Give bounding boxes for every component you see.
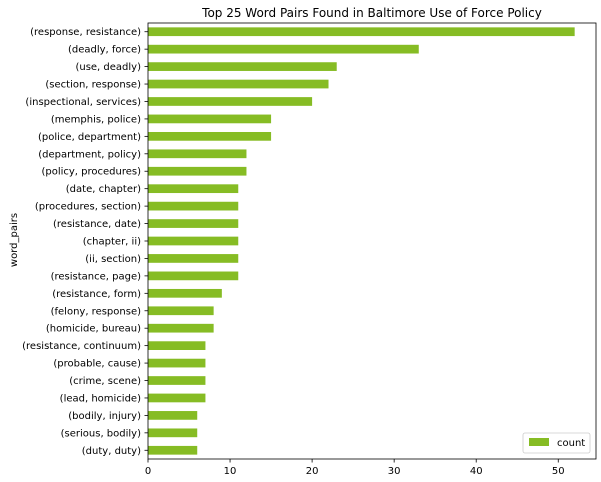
bar-8 — [148, 166, 247, 176]
y-tick-label-13: (ii, section) — [85, 254, 141, 265]
bar-0 — [148, 27, 575, 37]
bar-5 — [148, 114, 272, 124]
y-tick-label-19: (probable, cause) — [53, 359, 141, 370]
bar-14 — [148, 271, 239, 281]
legend-label-count: count — [557, 438, 585, 449]
y-tick-label-3: (section, response) — [45, 80, 141, 91]
legend-swatch-count — [529, 438, 549, 446]
y-tick-label-11: (resistance, date) — [53, 219, 141, 230]
y-tick-label-16: (felony, response) — [51, 306, 142, 317]
y-tick-label-4: (inspectional, services) — [25, 97, 141, 108]
bar-10 — [148, 201, 239, 211]
bar-24 — [148, 445, 198, 455]
bar-2 — [148, 62, 337, 71]
y-tick-label-0: (response, resistance) — [30, 27, 141, 38]
y-tick-label-6: (police, department) — [38, 132, 141, 143]
y-tick-label-7: (department, policy) — [38, 149, 141, 160]
bar-1 — [148, 44, 419, 54]
bar-16 — [148, 306, 214, 316]
legend: count — [522, 432, 591, 454]
bar-9 — [148, 184, 239, 194]
y-tick-label-15: (resistance, form) — [52, 289, 141, 300]
y-tick-label-10: (procedures, section) — [35, 202, 141, 213]
y-tick-label-23: (serious, bodily) — [61, 428, 141, 439]
bar-15 — [148, 288, 222, 298]
bar-17 — [148, 323, 214, 333]
y-tick-label-21: (lead, homicide) — [60, 393, 141, 404]
y-tick-label-18: (resistance, continuum) — [22, 341, 141, 352]
y-tick-label-20: (crime, scene) — [69, 376, 141, 387]
x-tick-label-2: 20 — [306, 466, 319, 477]
bar-21 — [148, 393, 206, 403]
bar-13 — [148, 254, 239, 263]
y-tick-label-22: (bodily, injury) — [68, 411, 141, 422]
x-tick-label-4: 40 — [470, 466, 483, 477]
x-tick-label-3: 30 — [388, 466, 401, 477]
x-tick-label-1: 10 — [224, 466, 237, 477]
y-tick-label-9: (date, chapter) — [66, 184, 141, 195]
x-tick-label-5: 50 — [552, 466, 565, 477]
y-tick-label-2: (use, deadly) — [75, 62, 141, 73]
y-tick-label-8: (policy, procedures) — [41, 167, 141, 178]
bar-4 — [148, 97, 313, 106]
y-axis-label: word_pairs — [9, 213, 20, 267]
y-tick-label-17: (homicide, bureau) — [46, 324, 141, 335]
bars-group — [148, 27, 575, 455]
chart-title: Top 25 Word Pairs Found in Baltimore Use… — [201, 6, 542, 20]
y-tick-label-5: (memphis, police) — [51, 114, 141, 125]
y-tick-label-14: (resistance, page) — [51, 271, 142, 282]
plot-frame — [147, 22, 597, 460]
bar-20 — [148, 376, 206, 385]
bar-22 — [148, 411, 198, 420]
bar-12 — [148, 236, 239, 246]
y-tick-label-24: (duty, duty) — [82, 446, 141, 457]
y-ticks-group: (response, resistance) (deadly, force) (us… — [22, 27, 148, 457]
x-tick-label-0: 0 — [145, 466, 151, 477]
bar-11 — [148, 219, 239, 228]
bar-3 — [148, 79, 329, 89]
bar-6 — [148, 132, 272, 141]
bar-19 — [148, 358, 206, 368]
x-ticks-group: 0 10 20 30 40 50 — [145, 459, 565, 477]
y-tick-label-12: (chapter, ii) — [83, 237, 141, 248]
bar-7 — [148, 149, 247, 159]
y-tick-label-1: (deadly, force) — [68, 45, 141, 56]
bar-18 — [148, 341, 206, 350]
bar-23 — [148, 428, 198, 438]
